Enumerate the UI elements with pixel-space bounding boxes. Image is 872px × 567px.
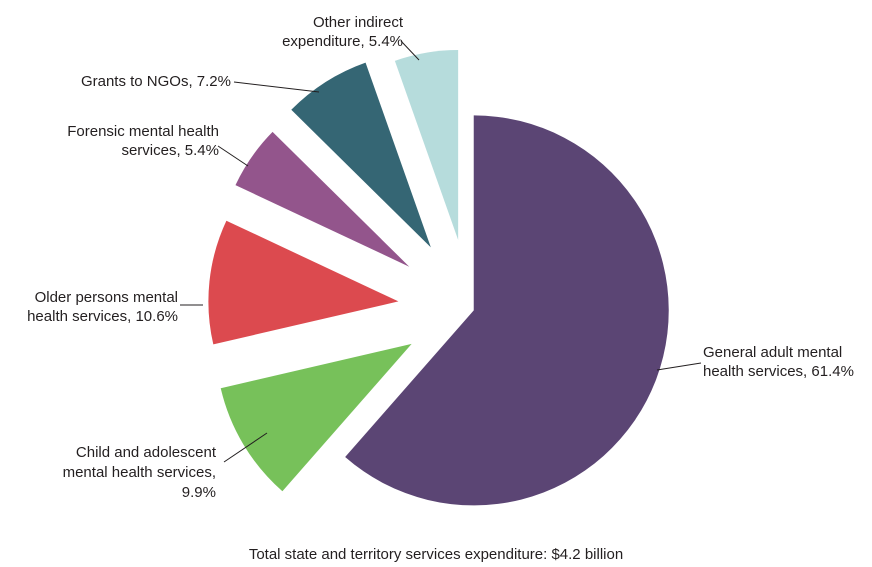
leader-line-forensic-mental-health-services	[217, 145, 249, 167]
pie-slice-older-persons-mental-health-services	[208, 220, 399, 345]
slice-label-other-indirect-expenditure: expenditure, 5.4%	[282, 33, 403, 50]
chart-caption: Total state and territory services expen…	[248, 546, 624, 563]
slice-label-general-adult-mental-health-services: health services, 61.4%	[703, 363, 854, 380]
slice-label-child-and-adolescent-mental-health-services: 9.9%	[182, 484, 216, 501]
leader-line-child-and-adolescent-mental-health-services	[223, 432, 268, 463]
leader-line-grants-to-ngos	[233, 81, 320, 93]
leader-line-other-indirect-expenditure	[400, 40, 420, 61]
pie-slice-forensic-mental-health-services	[235, 131, 410, 267]
slice-label-child-and-adolescent-mental-health-services: mental health services,	[63, 464, 216, 481]
slice-label-other-indirect-expenditure: Other indirect	[313, 14, 404, 31]
pie-slice-grants-to-ngos	[291, 62, 431, 248]
slice-label-forensic-mental-health-services: services, 5.4%	[121, 142, 219, 159]
slice-label-general-adult-mental-health-services: General adult mental	[703, 344, 842, 361]
slice-label-older-persons-mental-health-services: health services, 10.6%	[27, 308, 178, 325]
slice-label-forensic-mental-health-services: Forensic mental health	[67, 123, 219, 140]
pie-slice-general-adult-mental-health-services	[345, 115, 669, 506]
leader-line-general-adult-mental-health-services	[656, 362, 702, 371]
slice-label-grants-to-ngos: Grants to NGOs, 7.2%	[81, 73, 231, 90]
pie-slice-child-and-adolescent-mental-health-services	[220, 343, 412, 492]
slice-label-older-persons-mental-health-services: Older persons mental	[35, 289, 178, 306]
pie-slice-other-indirect-expenditure	[394, 50, 459, 241]
slice-label-child-and-adolescent-mental-health-services: Child and adolescent	[76, 444, 217, 461]
